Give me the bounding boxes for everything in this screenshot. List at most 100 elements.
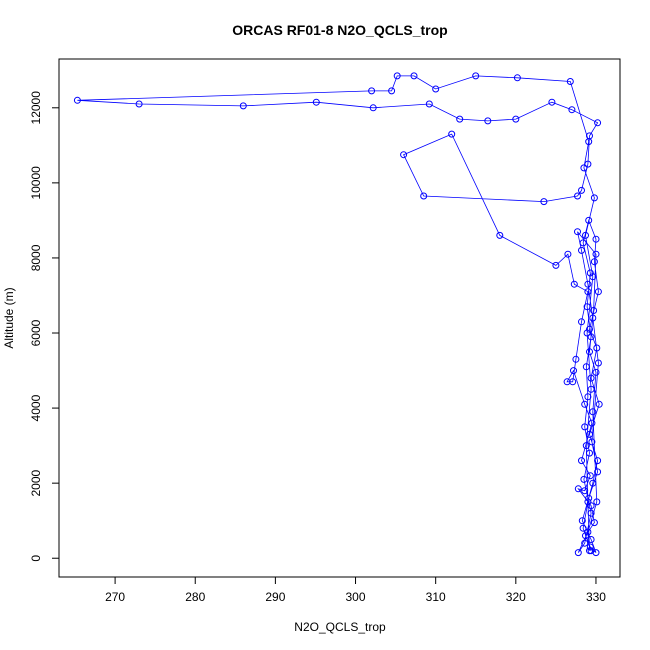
data-point: [592, 235, 600, 243]
data-point: [588, 419, 596, 427]
data-point: [583, 303, 591, 311]
y-tick-label: 8000: [29, 244, 43, 271]
data-point: [587, 333, 595, 341]
data-point: [582, 442, 590, 450]
data-point: [574, 549, 582, 557]
data-point: [410, 72, 418, 80]
data-point: [581, 487, 589, 495]
data-point: [578, 318, 585, 326]
x-tick-label: 310: [426, 590, 446, 604]
data-point: [448, 130, 456, 138]
data-point: [574, 192, 581, 200]
data-point: [590, 194, 598, 202]
x-tick-label: 270: [105, 590, 125, 604]
data-point: [595, 400, 603, 408]
y-tick-label: 6000: [29, 319, 43, 346]
data-point: [594, 468, 602, 476]
data-point: [548, 98, 556, 106]
data-point: [574, 228, 581, 236]
data-point: [312, 98, 320, 106]
data-point: [578, 517, 586, 525]
data-point: [586, 132, 593, 140]
data-point: [579, 524, 587, 532]
data-point: [587, 547, 595, 555]
data-point: [581, 539, 589, 547]
data-point: [586, 449, 593, 457]
x-tick-label: 320: [506, 590, 526, 604]
data-point: [584, 280, 592, 288]
data-point: [135, 100, 143, 108]
chart-title: ORCAS RF01-8 N2O_QCLS_trop: [232, 22, 447, 38]
data-point: [585, 494, 593, 502]
data-point: [594, 119, 602, 127]
data-point: [587, 536, 595, 543]
data-point: [593, 498, 601, 506]
y-tick-label: 0: [29, 555, 43, 562]
data-point: [420, 192, 428, 200]
data-point: [584, 528, 592, 536]
data-point: [582, 532, 589, 540]
data-point: [593, 344, 601, 352]
data-point: [574, 485, 582, 493]
data-point: [563, 378, 571, 386]
x-axis: 270 280 290 300 310 320 330: [105, 577, 606, 604]
data-point: [578, 457, 585, 465]
data-point: [570, 280, 578, 288]
y-tick-label: 10000: [29, 166, 43, 200]
series-line: [77, 75, 600, 553]
data-point: [590, 519, 598, 527]
data-point: [578, 186, 585, 194]
data-point: [586, 269, 594, 277]
data-point: [552, 261, 560, 269]
data-point: [472, 72, 480, 80]
data-point: [393, 72, 401, 80]
x-axis-label: N2O_QCLS_trop: [294, 620, 386, 634]
data-point: [564, 250, 572, 258]
x-tick-label: 290: [265, 590, 285, 604]
data-point: [496, 231, 504, 239]
data-point: [584, 160, 592, 168]
data-point: [582, 231, 589, 239]
data-point: [594, 288, 602, 296]
data-point: [586, 472, 594, 480]
data-point: [580, 164, 588, 172]
data-point: [579, 239, 587, 247]
data-point: [587, 509, 595, 517]
data-point: [594, 359, 602, 367]
data-point: [512, 115, 520, 123]
data-point: [582, 363, 590, 371]
data-point: [586, 348, 593, 356]
data-point: [239, 102, 247, 110]
data-point: [432, 85, 440, 93]
data-point: [484, 117, 492, 125]
data-point: [369, 104, 377, 112]
data-point: [586, 325, 593, 333]
data-point: [590, 258, 598, 266]
data-point: [587, 385, 595, 393]
data-point: [513, 74, 521, 82]
series-layer: [73, 72, 603, 557]
data-point: [584, 393, 592, 401]
data-point: [456, 115, 464, 123]
x-tick-label: 280: [185, 590, 205, 604]
data-point: [589, 408, 597, 416]
y-axis-label: Altitude (m): [2, 287, 16, 348]
data-point: [388, 87, 396, 95]
data-point: [568, 106, 576, 114]
data-point: [425, 100, 433, 108]
data-point: [594, 457, 602, 465]
data-point: [566, 78, 574, 85]
data-point: [587, 502, 595, 510]
data-point: [589, 479, 597, 487]
data-point: [586, 430, 593, 438]
y-tick-label: 2000: [29, 469, 43, 496]
x-tick-label: 300: [346, 590, 366, 604]
data-point: [592, 368, 600, 376]
data-point: [588, 438, 596, 446]
y-tick-label: 12000: [29, 91, 43, 125]
data-point: [578, 246, 585, 254]
data-point: [400, 151, 408, 159]
x-tick-label: 330: [586, 590, 606, 604]
